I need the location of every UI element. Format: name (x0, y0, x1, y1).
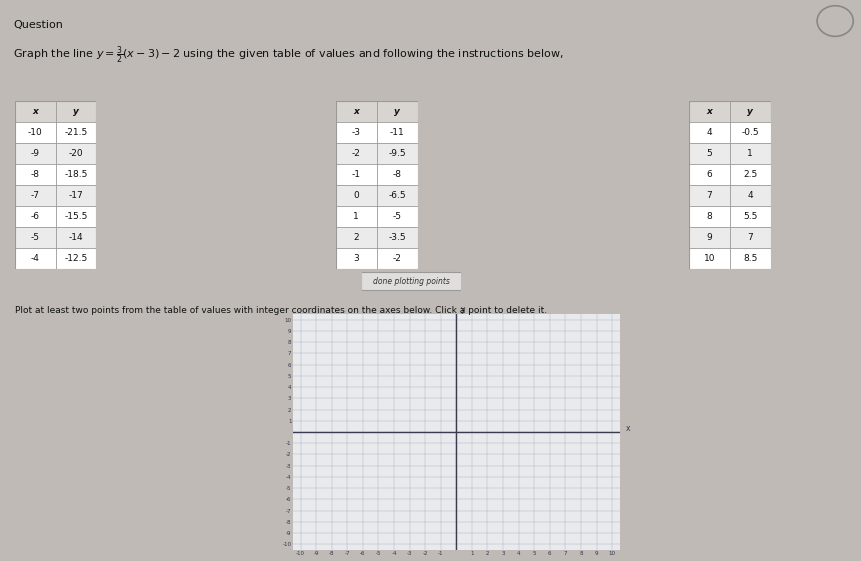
Text: 2: 2 (353, 233, 359, 242)
FancyBboxPatch shape (15, 185, 96, 206)
FancyBboxPatch shape (689, 227, 771, 248)
Text: -5: -5 (393, 212, 401, 221)
Text: -6.5: -6.5 (388, 191, 406, 200)
FancyBboxPatch shape (336, 143, 418, 164)
FancyBboxPatch shape (15, 101, 96, 122)
Text: y: y (394, 107, 400, 116)
Text: -14: -14 (69, 233, 84, 242)
FancyBboxPatch shape (15, 227, 96, 248)
Text: 7: 7 (747, 233, 753, 242)
Text: done plotting points: done plotting points (373, 277, 449, 286)
Text: -15.5: -15.5 (65, 212, 88, 221)
Text: -5: -5 (31, 233, 40, 242)
FancyBboxPatch shape (336, 122, 418, 143)
FancyBboxPatch shape (361, 272, 461, 291)
FancyBboxPatch shape (336, 185, 418, 206)
Text: -3.5: -3.5 (388, 233, 406, 242)
Text: Question: Question (13, 20, 63, 30)
FancyBboxPatch shape (689, 248, 771, 269)
FancyBboxPatch shape (689, 122, 771, 143)
Text: y: y (461, 305, 466, 314)
FancyBboxPatch shape (689, 143, 771, 164)
FancyBboxPatch shape (15, 248, 96, 269)
Text: -11: -11 (390, 128, 405, 137)
Text: -7: -7 (31, 191, 40, 200)
Text: -0.5: -0.5 (741, 128, 759, 137)
Text: -20: -20 (69, 149, 84, 158)
Text: x: x (706, 107, 712, 116)
Text: -8: -8 (31, 170, 40, 179)
FancyBboxPatch shape (15, 164, 96, 185)
Text: -2: -2 (352, 149, 361, 158)
Text: 5: 5 (706, 149, 712, 158)
Text: -8: -8 (393, 170, 401, 179)
Text: x: x (626, 424, 630, 433)
Text: 0: 0 (353, 191, 359, 200)
FancyBboxPatch shape (336, 227, 418, 248)
Text: -9.5: -9.5 (388, 149, 406, 158)
Text: Plot at least two points from the table of values with integer coordinates on th: Plot at least two points from the table … (15, 306, 547, 315)
FancyBboxPatch shape (336, 101, 418, 122)
FancyBboxPatch shape (336, 206, 418, 227)
FancyBboxPatch shape (689, 206, 771, 227)
Text: 2.5: 2.5 (743, 170, 758, 179)
Text: 10: 10 (703, 254, 715, 263)
Text: 1: 1 (353, 212, 359, 221)
Text: -18.5: -18.5 (65, 170, 88, 179)
Text: 3: 3 (353, 254, 359, 263)
FancyBboxPatch shape (15, 143, 96, 164)
Text: Graph the line $y = \frac{3}{2}(x-3)-2$ using the given table of values and foll: Graph the line $y = \frac{3}{2}(x-3)-2$ … (13, 45, 564, 66)
Text: -12.5: -12.5 (65, 254, 88, 263)
Text: -21.5: -21.5 (65, 128, 88, 137)
FancyBboxPatch shape (336, 248, 418, 269)
Text: -1: -1 (352, 170, 361, 179)
Text: -3: -3 (352, 128, 361, 137)
FancyBboxPatch shape (689, 101, 771, 122)
FancyBboxPatch shape (15, 122, 96, 143)
Text: -4: -4 (31, 254, 40, 263)
Text: -10: -10 (28, 128, 42, 137)
Text: 5.5: 5.5 (743, 212, 758, 221)
Text: -9: -9 (31, 149, 40, 158)
Text: x: x (353, 107, 359, 116)
FancyBboxPatch shape (689, 185, 771, 206)
Text: 1: 1 (747, 149, 753, 158)
Text: -2: -2 (393, 254, 401, 263)
Text: -17: -17 (69, 191, 84, 200)
Text: -6: -6 (31, 212, 40, 221)
Text: y: y (747, 107, 753, 116)
Text: 8.5: 8.5 (743, 254, 758, 263)
Text: 6: 6 (706, 170, 712, 179)
FancyBboxPatch shape (689, 164, 771, 185)
Text: 7: 7 (706, 191, 712, 200)
Text: y: y (73, 107, 79, 116)
Text: 8: 8 (706, 212, 712, 221)
Text: x: x (32, 107, 38, 116)
Text: 9: 9 (706, 233, 712, 242)
Text: 4: 4 (747, 191, 753, 200)
FancyBboxPatch shape (336, 164, 418, 185)
Text: 4: 4 (706, 128, 712, 137)
FancyBboxPatch shape (15, 206, 96, 227)
